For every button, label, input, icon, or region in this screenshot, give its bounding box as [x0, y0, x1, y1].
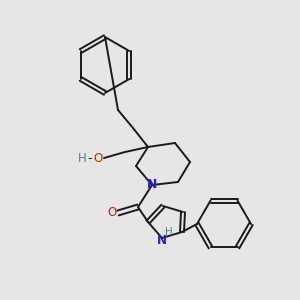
Text: H: H [78, 152, 86, 166]
Text: N: N [157, 233, 167, 247]
Text: H: H [165, 227, 173, 237]
Text: -: - [88, 152, 92, 166]
Text: O: O [107, 206, 117, 220]
Text: O: O [93, 152, 103, 166]
Text: N: N [147, 178, 157, 190]
